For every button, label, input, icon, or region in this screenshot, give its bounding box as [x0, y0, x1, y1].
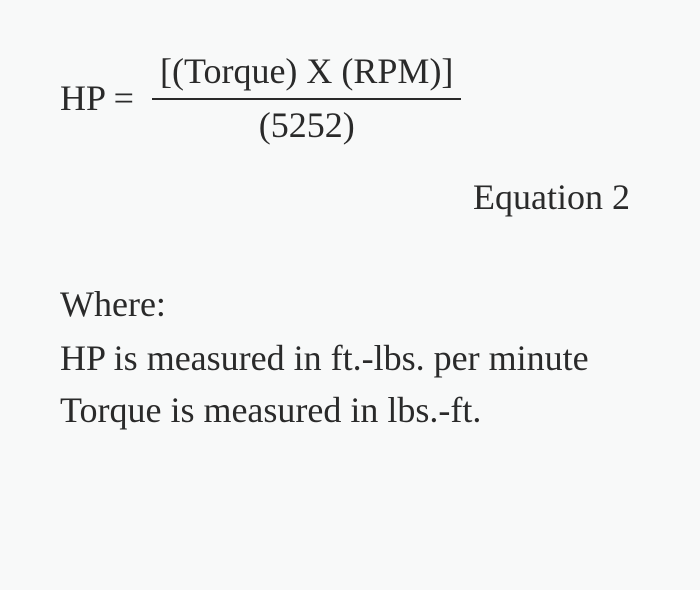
equation-label: Equation 2 — [60, 176, 630, 218]
fraction-bar — [152, 98, 461, 100]
equation-numerator: [(Torque) X (RPM)] — [152, 50, 461, 92]
where-heading: Where: — [60, 278, 640, 330]
equation-fraction: [(Torque) X (RPM)] (5252) — [152, 50, 461, 146]
where-line-2: Torque is measured in lbs.-ft. — [60, 384, 640, 436]
equation-lhs: HP = — [60, 77, 134, 119]
equation-row: HP = [(Torque) X (RPM)] (5252) — [60, 50, 640, 146]
equation-denominator: (5252) — [251, 104, 363, 146]
where-line-1: HP is measured in ft.-lbs. per minute — [60, 332, 640, 384]
document-page: HP = [(Torque) X (RPM)] (5252) Equation … — [0, 0, 700, 590]
where-block: Where: HP is measured in ft.-lbs. per mi… — [60, 278, 640, 437]
